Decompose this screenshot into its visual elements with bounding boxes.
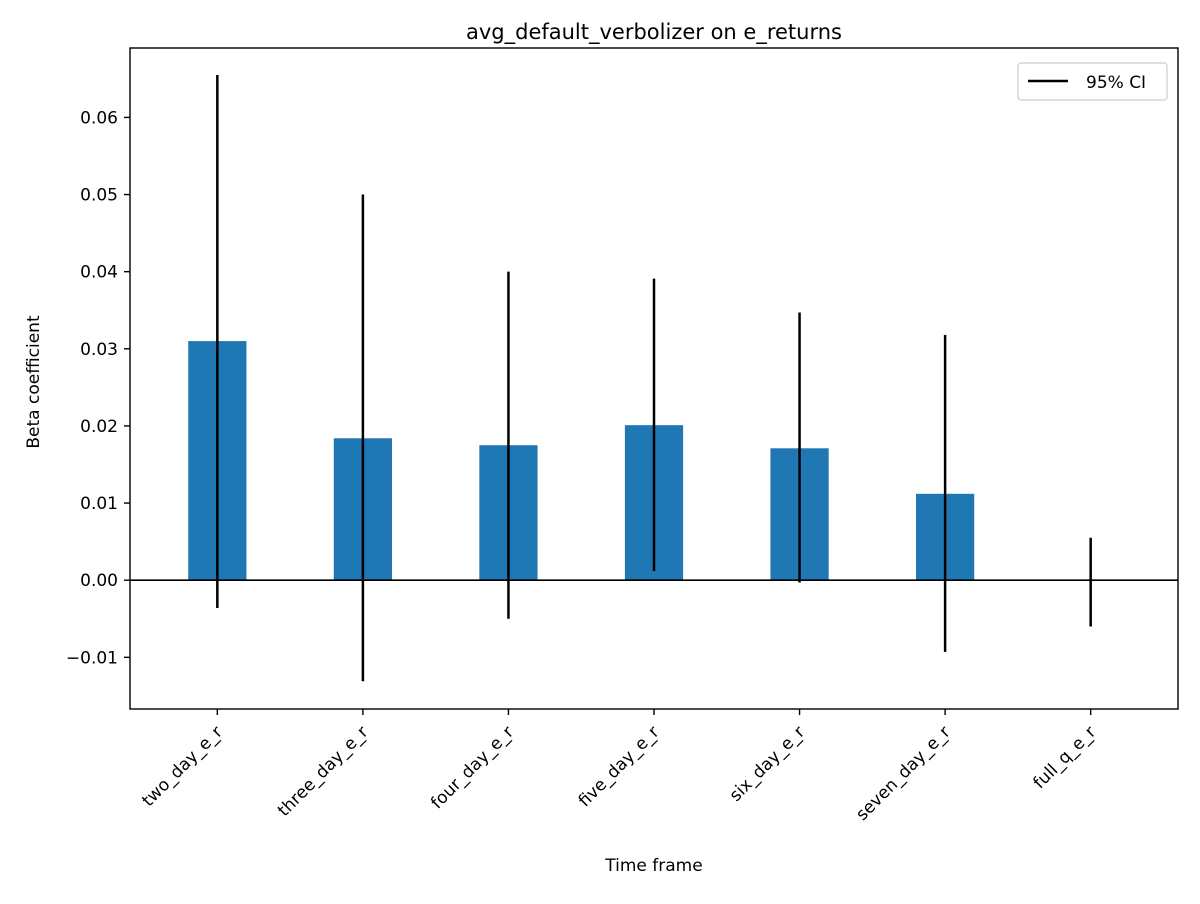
chart-title: avg_default_verbolizer on e_returns xyxy=(466,20,842,45)
x-tick-label: five_day_e_r xyxy=(575,722,664,811)
x-tick-label: four_day_e_r xyxy=(427,722,518,813)
plot-area xyxy=(130,74,1178,682)
y-tick-label: 0.06 xyxy=(80,108,118,128)
y-tick-label: 0.00 xyxy=(80,571,118,591)
y-tick-label: −0.01 xyxy=(66,648,118,668)
x-tick-label: two_day_e_r xyxy=(138,722,227,811)
y-tick-label: 0.05 xyxy=(80,186,118,206)
x-tick-label: three_day_e_r xyxy=(274,722,372,820)
y-tick-label: 0.02 xyxy=(80,417,118,437)
x-tick-label: six_day_e_r xyxy=(726,722,809,805)
legend: 95% CI xyxy=(1017,62,1168,101)
y-tick-label: 0.01 xyxy=(80,494,118,514)
x-tick-label: seven_day_e_r xyxy=(852,722,954,824)
y-tick-label: 0.04 xyxy=(80,263,118,283)
x-axis-label: Time frame xyxy=(604,856,702,876)
legend-ci-label: 95% CI xyxy=(1086,73,1146,93)
y-axis-label: Beta coefficient xyxy=(24,315,44,449)
y-tick-label: 0.03 xyxy=(80,340,118,360)
legend-frame xyxy=(1017,62,1168,101)
x-tick-label: full_q_e_r xyxy=(1030,722,1101,793)
